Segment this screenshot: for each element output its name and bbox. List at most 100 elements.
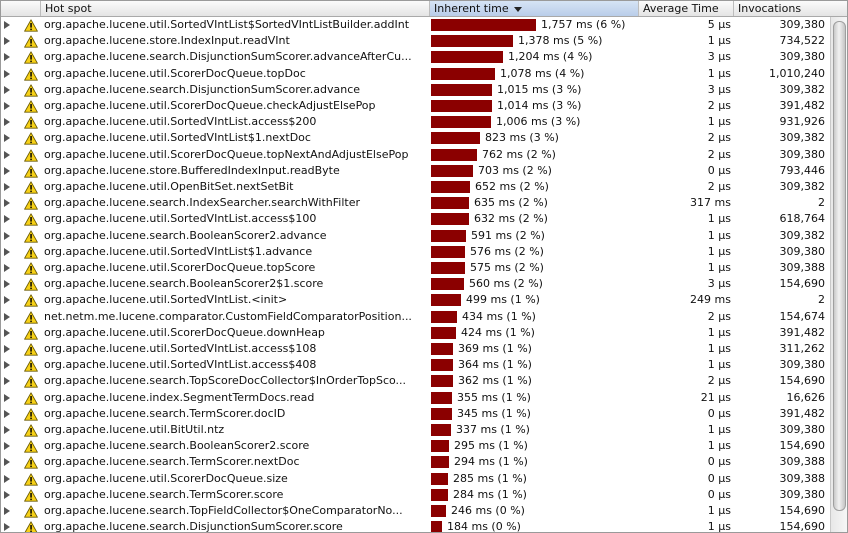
inherent-time-value: 1,378 ms (5 %) <box>518 34 603 48</box>
average-time-value: 1 μs <box>707 439 731 453</box>
inherent-time-bar <box>431 456 449 469</box>
table-row[interactable]: org.apache.lucene.search.BooleanScorer2$… <box>1 276 830 292</box>
hotspot-method-name: org.apache.lucene.util.SortedVIntList.ac… <box>44 342 317 355</box>
inherent-time-bar <box>431 148 477 161</box>
hotspot-method-name: org.apache.lucene.util.ScorerDocQueue.to… <box>44 147 409 161</box>
table-row[interactable]: org.apache.lucene.util.SortedVIntList.ac… <box>1 357 830 373</box>
expand-triangle-icon[interactable] <box>4 377 10 386</box>
table-row[interactable]: org.apache.lucene.util.ScorerDocQueue.ch… <box>1 98 830 114</box>
table-row[interactable]: org.apache.lucene.search.BooleanScorer2.… <box>1 228 830 244</box>
table-row[interactable]: org.apache.lucene.search.BooleanScorer2.… <box>1 438 830 454</box>
table-row[interactable]: org.apache.lucene.search.IndexSearcher.s… <box>1 195 830 211</box>
hotspot-method-name: org.apache.lucene.util.OpenBitSet.nextSe… <box>44 180 294 193</box>
table-row[interactable]: org.apache.lucene.util.BitUtil.ntz 337 ms… <box>1 422 830 438</box>
table-row[interactable]: org.apache.lucene.util.SortedVIntList$So… <box>1 17 830 33</box>
table-row[interactable]: org.apache.lucene.store.BufferedIndexInp… <box>1 163 830 179</box>
expand-triangle-icon[interactable] <box>4 21 10 29</box>
table-row[interactable]: org.apache.lucene.util.ScorerDocQueue.to… <box>1 147 830 163</box>
column-header-hotspot[interactable]: Hot spot <box>41 1 430 16</box>
table-row[interactable]: org.apache.lucene.search.TopScoreDocColl… <box>1 373 830 389</box>
expand-triangle-icon[interactable] <box>4 345 10 353</box>
expand-triangle-icon[interactable] <box>4 150 10 159</box>
table-row[interactable]: org.apache.lucene.util.ScorerDocQueue.si… <box>1 471 830 487</box>
inherent-time-bar <box>431 326 456 339</box>
average-time-value: 0 μs <box>707 455 731 469</box>
expand-triangle-icon[interactable] <box>4 183 10 191</box>
column-header-invocations[interactable]: Invocations <box>734 1 847 16</box>
table-row[interactable]: org.apache.lucene.search.TermScorer.next… <box>1 454 830 470</box>
invocations-value: 309,382 <box>779 82 826 96</box>
expand-triangle-icon[interactable] <box>4 312 10 321</box>
table-row[interactable]: org.apache.lucene.util.ScorerDocQueue.do… <box>1 325 830 341</box>
expand-triangle-icon[interactable] <box>4 361 10 370</box>
hotspot-method-name: org.apache.lucene.util.SortedVIntList.ac… <box>44 212 317 226</box>
expand-triangle-icon[interactable] <box>4 280 10 289</box>
expand-triangle-icon[interactable] <box>4 53 10 62</box>
expand-triangle-icon[interactable] <box>4 118 10 127</box>
table-row[interactable]: org.apache.lucene.util.SortedVIntList.ac… <box>1 114 830 130</box>
hotspot-method-name: org.apache.lucene.search.DisjunctionSumS… <box>44 520 343 533</box>
expand-triangle-icon[interactable] <box>4 426 10 434</box>
scrollbar-thumb[interactable] <box>833 21 846 511</box>
expand-triangle-icon[interactable] <box>4 37 10 46</box>
inherent-time-bar <box>431 407 452 420</box>
table-row[interactable]: org.apache.lucene.search.TermScorer.scor… <box>1 487 830 503</box>
hotspot-method-name: org.apache.lucene.search.DisjunctionSumS… <box>44 50 412 64</box>
inherent-time-value: 337 ms (1 %) <box>456 423 530 436</box>
expand-triangle-icon[interactable] <box>4 474 10 483</box>
hotspot-method-name: org.apache.lucene.index.SegmentTermDocs.… <box>44 390 315 404</box>
average-time-value: 3 μs <box>707 82 731 96</box>
table-row[interactable]: org.apache.lucene.store.IndexInput.readV… <box>1 33 830 49</box>
expand-triangle-icon[interactable] <box>4 264 10 272</box>
inherent-time-bar <box>431 391 452 404</box>
table-row[interactable]: org.apache.lucene.util.SortedVIntList$1.… <box>1 244 830 260</box>
expand-triangle-icon[interactable] <box>4 458 10 467</box>
invocations-value: 154,690 <box>779 277 826 291</box>
expand-triangle-icon[interactable] <box>4 523 10 532</box>
table-row[interactable]: org.apache.lucene.search.DisjunctionSumS… <box>1 82 830 98</box>
expand-triangle-icon[interactable] <box>4 134 10 143</box>
expand-triangle-icon[interactable] <box>4 490 10 499</box>
expand-triangle-icon[interactable] <box>4 409 10 418</box>
expand-triangle-icon[interactable] <box>4 247 10 256</box>
expand-triangle-icon[interactable] <box>4 69 10 78</box>
inherent-time-value: 294 ms (1 %) <box>454 455 528 469</box>
table-row[interactable]: org.apache.lucene.util.SortedVIntList.<i… <box>1 292 830 308</box>
expand-triangle-icon[interactable] <box>4 85 10 94</box>
expand-triangle-icon[interactable] <box>4 296 10 305</box>
inherent-time-bar <box>431 67 495 80</box>
column-header-inherent-time[interactable]: Inherent time <box>430 1 639 16</box>
expand-triangle-icon[interactable] <box>4 215 10 224</box>
expand-triangle-icon[interactable] <box>4 166 10 175</box>
table-row[interactable]: org.apache.lucene.util.SortedVIntList$1.… <box>1 130 830 146</box>
table-row[interactable]: org.apache.lucene.util.ScorerDocQueue.to… <box>1 66 830 82</box>
average-time-value: 0 μs <box>707 471 731 485</box>
expand-triangle-icon[interactable] <box>4 328 10 337</box>
table-row[interactable]: org.apache.lucene.util.SortedVIntList.ac… <box>1 211 830 227</box>
table-row[interactable]: org.apache.lucene.index.SegmentTermDocs.… <box>1 390 830 406</box>
table-row[interactable]: org.apache.lucene.util.ScorerDocQueue.to… <box>1 260 830 276</box>
warning-icon <box>24 440 38 453</box>
inherent-time-value: 285 ms (1 %) <box>453 471 527 485</box>
table-row[interactable]: org.apache.lucene.util.OpenBitSet.nextSe… <box>1 179 830 195</box>
average-time-value: 1 μs <box>707 115 731 129</box>
expand-triangle-icon[interactable] <box>4 442 10 451</box>
inherent-time-bar <box>431 294 461 307</box>
table-row[interactable]: org.apache.lucene.util.SortedVIntList.ac… <box>1 341 830 357</box>
expand-triangle-icon[interactable] <box>4 102 10 110</box>
inherent-time-bar <box>431 375 453 388</box>
warning-icon <box>24 181 38 194</box>
expand-triangle-icon[interactable] <box>4 199 10 208</box>
column-header-average-time[interactable]: Average Time <box>639 1 734 16</box>
expand-triangle-icon[interactable] <box>4 507 10 515</box>
table-row[interactable]: org.apache.lucene.search.TopFieldCollect… <box>1 503 830 519</box>
expand-triangle-icon[interactable] <box>4 393 10 402</box>
table-row[interactable]: org.apache.lucene.search.TermScorer.docI… <box>1 406 830 422</box>
expand-triangle-icon[interactable] <box>4 231 10 240</box>
table-row[interactable]: org.apache.lucene.search.DisjunctionSumS… <box>1 49 830 65</box>
inherent-time-bar <box>431 472 448 485</box>
table-row[interactable]: org.apache.lucene.search.DisjunctionSumS… <box>1 519 830 533</box>
vertical-scrollbar[interactable] <box>830 17 847 532</box>
table-row[interactable]: net.netm.me.lucene.comparator.CustomFiel… <box>1 309 830 325</box>
invocations-value: 734,522 <box>779 34 826 48</box>
